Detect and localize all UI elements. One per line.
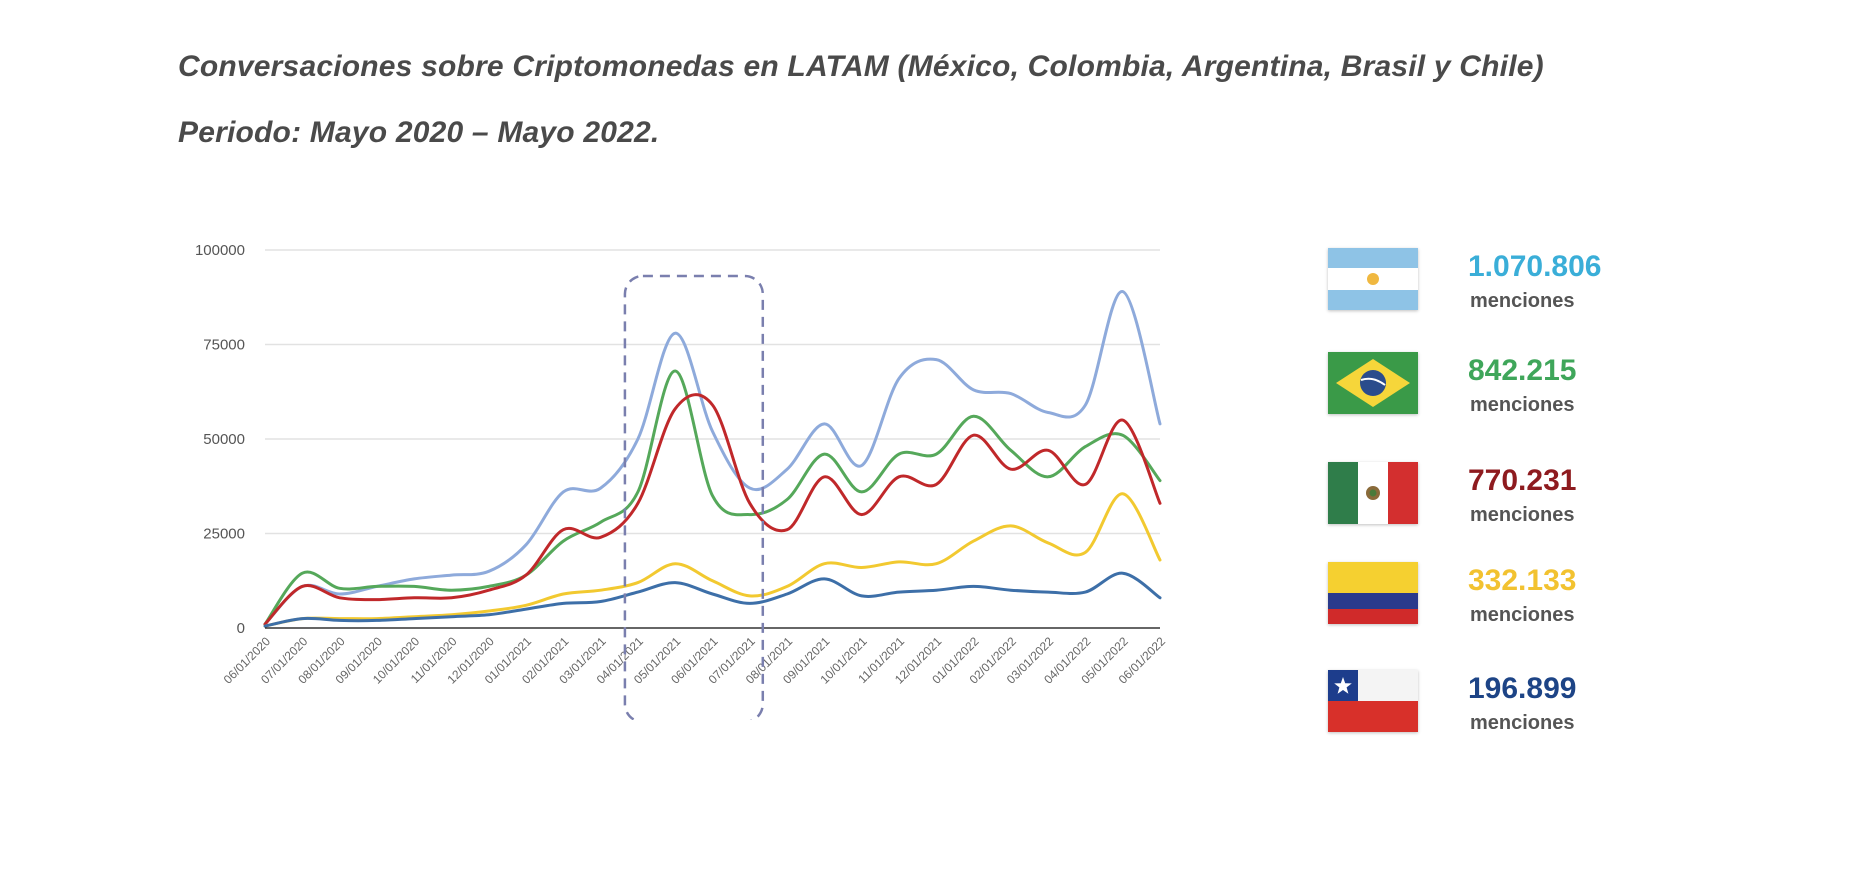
y-tick-label: 25000 bbox=[203, 526, 245, 543]
legend-unit: menciones bbox=[1470, 712, 1575, 734]
series-line-chile bbox=[263, 571, 1162, 628]
legend-item-argentina: 1.070.806 menciones bbox=[1328, 248, 1708, 328]
legend-value: 196.899 bbox=[1468, 672, 1577, 705]
series-line-argentina bbox=[263, 290, 1162, 626]
series-lines bbox=[263, 290, 1162, 628]
line-chart: 025000500007500010000006/01/202007/01/20… bbox=[195, 242, 1168, 720]
chile-flag-icon bbox=[1328, 670, 1418, 732]
legend-item-mexico: 770.231 menciones bbox=[1328, 462, 1708, 542]
colombia-flag-icon bbox=[1328, 562, 1418, 624]
mexico-flag-icon bbox=[1328, 462, 1418, 524]
legend-item-brasil: 842.215 menciones bbox=[1328, 352, 1708, 432]
y-tick-label: 50000 bbox=[203, 431, 245, 448]
chart-title: Conversaciones sobre Criptomonedas en LA… bbox=[178, 50, 1544, 83]
highlight-rect bbox=[623, 274, 765, 720]
series-line-mxico bbox=[263, 393, 1162, 626]
series-line-brasil bbox=[263, 369, 1162, 626]
legend-unit: menciones bbox=[1470, 394, 1575, 416]
legend-value: 842.215 bbox=[1468, 354, 1577, 387]
argentina-flag-icon bbox=[1328, 248, 1418, 310]
highlight-box bbox=[623, 274, 765, 720]
legend-item-colombia: 332.133 menciones bbox=[1328, 562, 1708, 642]
legend-value: 770.231 bbox=[1468, 464, 1577, 497]
legend-unit: menciones bbox=[1470, 504, 1575, 526]
legend-item-chile: 196.899 menciones bbox=[1328, 670, 1708, 750]
y-tick-label: 100000 bbox=[195, 242, 245, 259]
y-tick-label: 75000 bbox=[203, 337, 245, 354]
chart-subtitle: Periodo: Mayo 2020 – Mayo 2022. bbox=[178, 116, 660, 149]
legend-unit: menciones bbox=[1470, 604, 1575, 626]
y-tick-label: 0 bbox=[237, 620, 245, 637]
series-line-colombia bbox=[263, 492, 1162, 628]
brazil-flag-icon bbox=[1328, 352, 1418, 414]
legend-value: 332.133 bbox=[1468, 564, 1577, 597]
legend-unit: menciones bbox=[1470, 290, 1575, 312]
grid-lines bbox=[265, 249, 1160, 535]
legend-value: 1.070.806 bbox=[1468, 250, 1602, 283]
